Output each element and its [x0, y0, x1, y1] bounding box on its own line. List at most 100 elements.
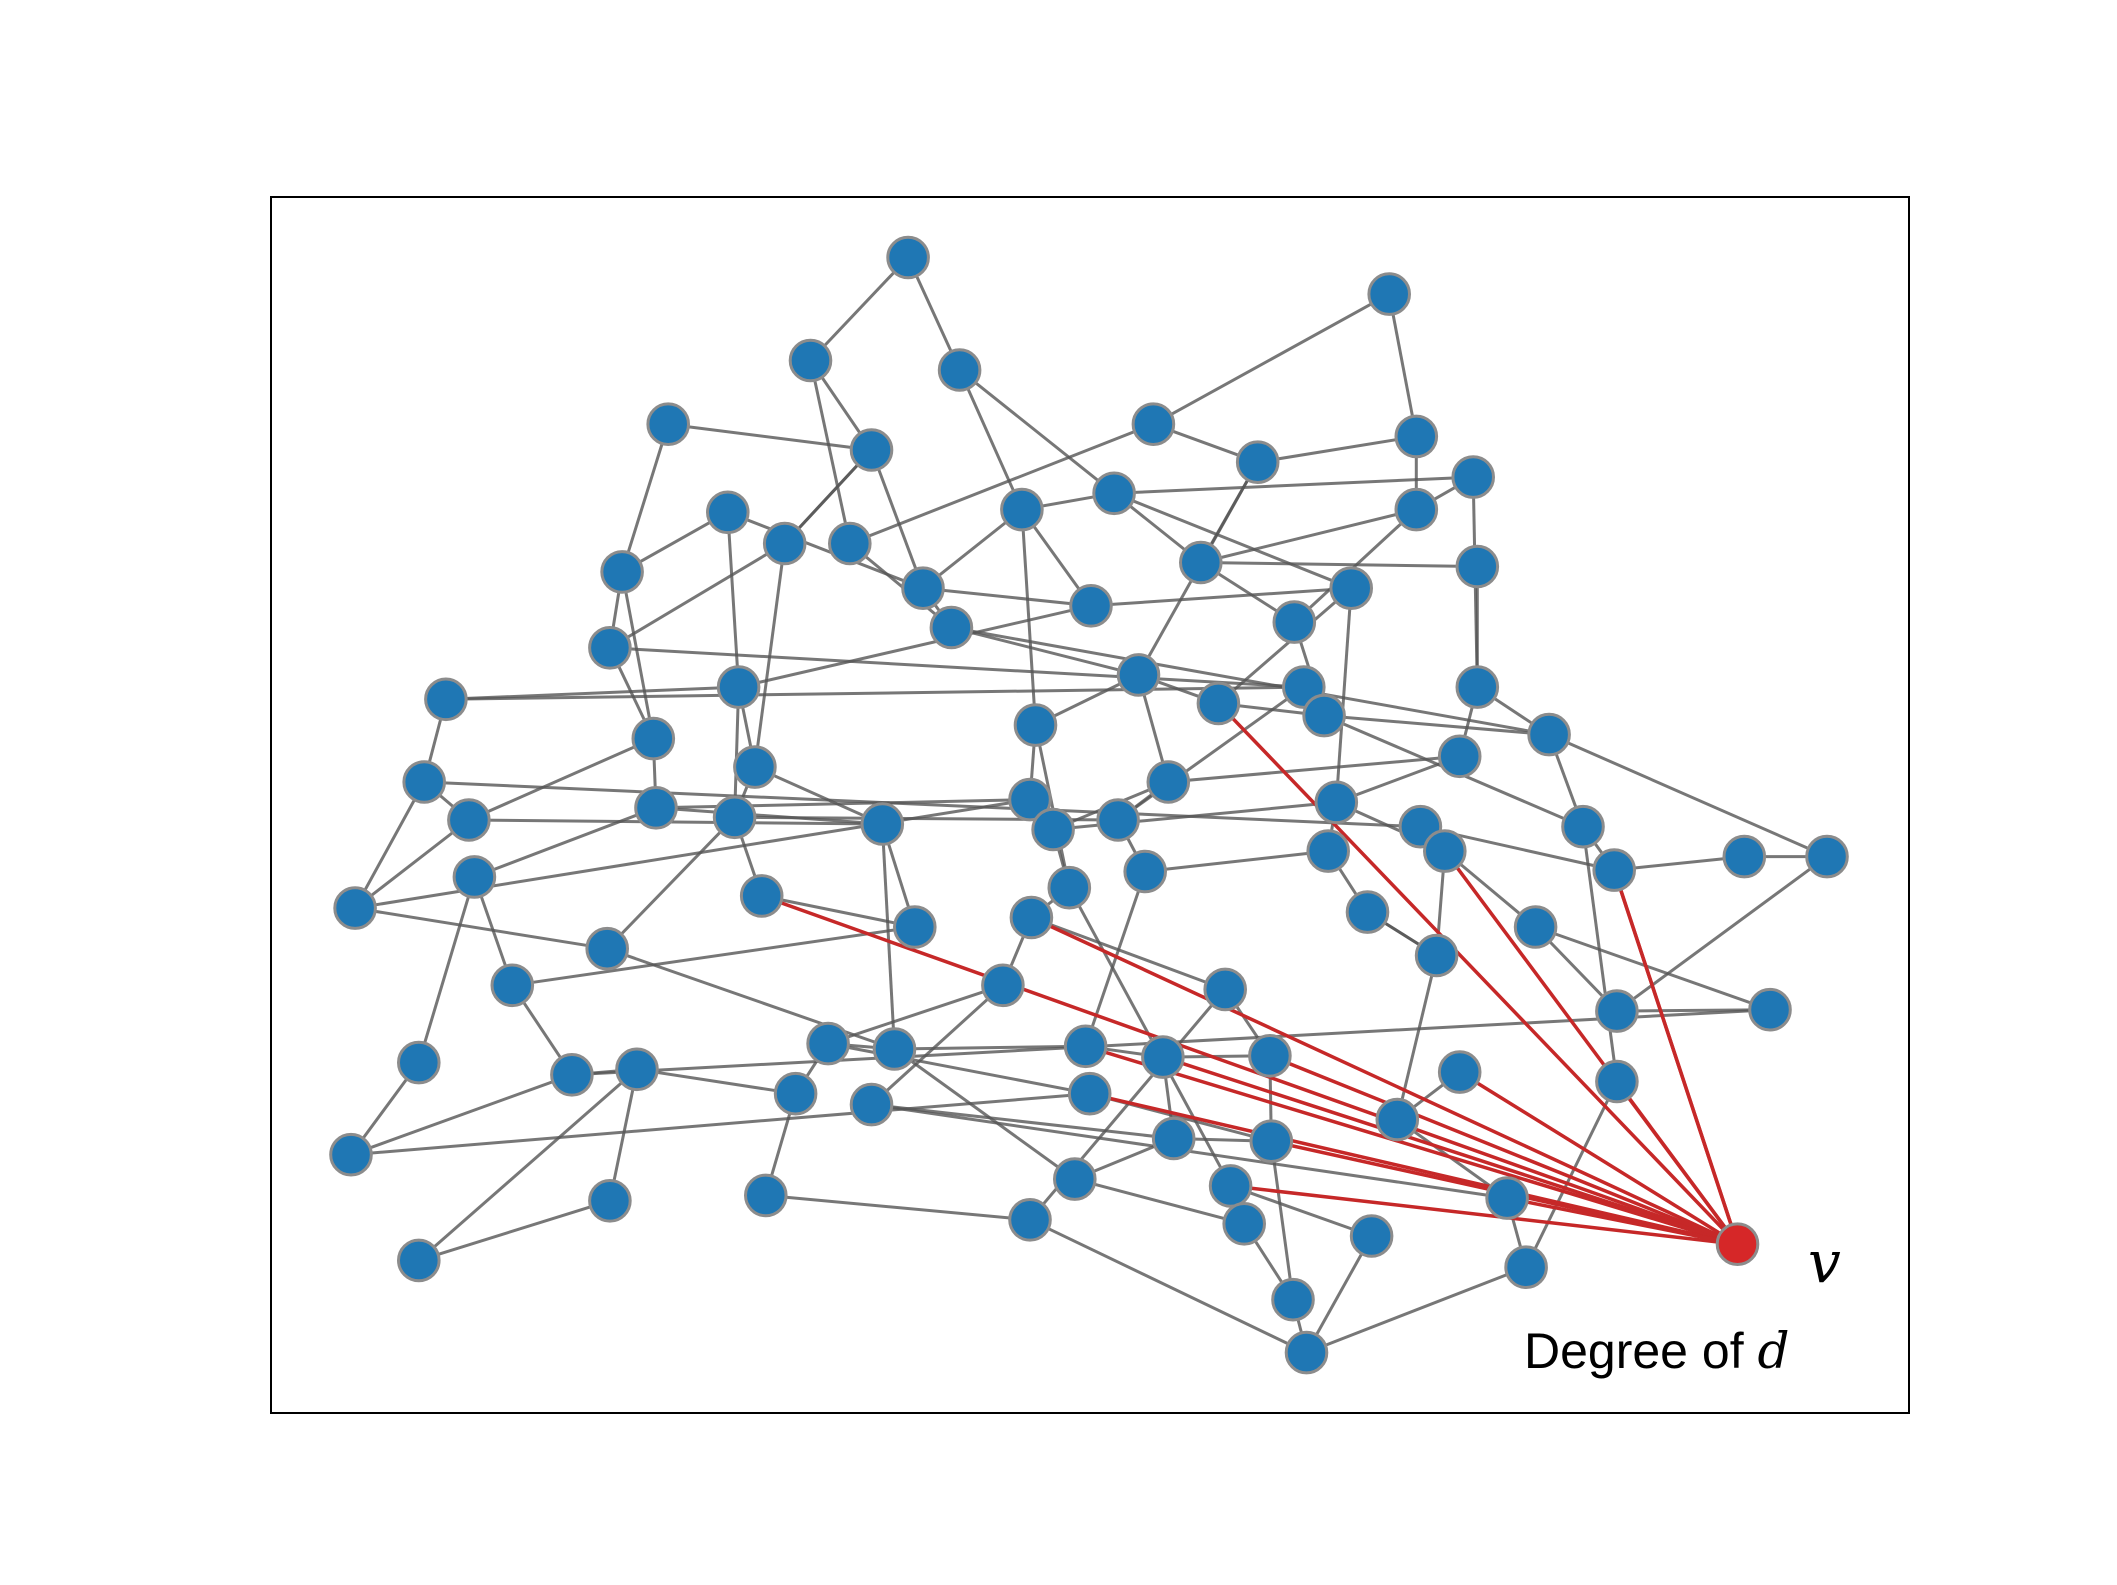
node-86	[329, 1132, 373, 1177]
node-43	[1096, 798, 1140, 842]
node-71	[550, 1053, 594, 1097]
node-34	[631, 716, 676, 761]
node-31	[424, 677, 468, 722]
node-26	[716, 665, 761, 709]
highlight-edge-14	[1443, 850, 1739, 1246]
node-38	[1437, 734, 1482, 779]
edge-93	[761, 894, 916, 929]
node-53	[1805, 834, 1849, 879]
node-20	[1069, 584, 1113, 628]
node-63	[585, 926, 630, 971]
node-13	[1394, 487, 1439, 532]
edge-102	[827, 983, 1004, 1046]
edge-122	[1524, 1080, 1619, 1268]
node-73	[806, 1021, 850, 1066]
node-27	[1116, 653, 1161, 697]
node-88	[744, 1173, 788, 1218]
edge-64	[424, 780, 1421, 829]
node-44	[1314, 780, 1359, 825]
node-37	[1146, 760, 1191, 804]
node-80	[1067, 1071, 1112, 1116]
edge-99	[606, 947, 895, 1051]
edge-149	[1217, 587, 1353, 705]
edge-61	[468, 737, 654, 822]
node-23	[1272, 600, 1317, 644]
edge-155	[655, 806, 883, 826]
edge-165	[871, 1103, 1174, 1140]
highlight-edge-9	[1269, 1054, 1739, 1246]
edge-125	[1269, 1140, 1295, 1300]
node-51	[1592, 848, 1636, 892]
edge-130	[1230, 1184, 1373, 1238]
caption-variable: d	[1757, 1322, 1790, 1380]
edge-110	[608, 1068, 639, 1202]
edge-7	[620, 423, 670, 573]
highlight-edge-8	[1162, 1055, 1739, 1246]
node-10	[706, 490, 750, 535]
node-48	[860, 802, 905, 846]
edge-129	[1074, 1177, 1245, 1226]
node-41	[1008, 777, 1052, 822]
edge-30	[609, 542, 786, 650]
node-56	[1047, 865, 1092, 910]
node-77	[1248, 1034, 1292, 1078]
edge-3	[809, 360, 852, 544]
node-42	[1031, 807, 1075, 852]
node-82	[1595, 1059, 1639, 1104]
node-14	[762, 521, 807, 566]
node-19	[901, 566, 945, 611]
node-96	[397, 1238, 441, 1283]
node-8	[1235, 440, 1280, 485]
node-67	[1203, 967, 1247, 1012]
node-47	[447, 798, 491, 842]
node-46	[1561, 804, 1605, 849]
edge-52	[445, 685, 1304, 701]
edge-9	[870, 449, 925, 589]
node-78	[773, 1071, 818, 1116]
node-36	[402, 760, 447, 804]
node-57	[333, 886, 377, 930]
edge-100	[1395, 955, 1439, 1120]
edge-151	[620, 571, 655, 739]
edge-132	[1029, 1218, 1308, 1354]
edge-42	[951, 626, 1139, 677]
highlight-node-v	[1715, 1222, 1760, 1266]
highlight-edge-12	[1230, 1184, 1738, 1246]
node-4	[646, 402, 691, 447]
node-18	[1455, 544, 1500, 589]
edge-18	[1114, 475, 1474, 495]
caption-prefix: Degree of	[1524, 1323, 1758, 1379]
highlight-edge-13	[1506, 1196, 1738, 1246]
edge-126	[350, 1073, 573, 1157]
edge-14	[1152, 292, 1390, 426]
edge-98	[1535, 925, 1771, 1012]
node-24	[588, 626, 632, 670]
edge-5	[958, 368, 1116, 495]
edge-32	[848, 542, 953, 629]
edge-91	[1067, 886, 1232, 1187]
edge-128	[765, 1193, 1031, 1222]
node-35	[733, 745, 777, 789]
node-75	[1063, 1024, 1108, 1069]
node-76	[1141, 1035, 1185, 1079]
edge-34	[1200, 561, 1478, 568]
edge-15	[1257, 434, 1417, 464]
node-61	[1345, 890, 1390, 934]
edge-6	[668, 422, 872, 452]
node-89	[1053, 1157, 1097, 1201]
node-81	[1437, 1050, 1482, 1094]
node-68	[1595, 989, 1639, 1033]
node-90	[1208, 1164, 1253, 1208]
edge-13	[1387, 293, 1418, 437]
edge-163	[606, 816, 736, 950]
node-39	[634, 786, 678, 830]
node-21	[1329, 566, 1373, 611]
node-3	[937, 348, 982, 392]
node-66	[981, 963, 1025, 1008]
node-54	[452, 855, 497, 899]
edge-127	[418, 1199, 611, 1262]
node-17	[1179, 540, 1223, 585]
node-94	[1349, 1214, 1394, 1258]
highlight-edge-6	[1612, 869, 1740, 1245]
edge-41	[1334, 588, 1353, 803]
